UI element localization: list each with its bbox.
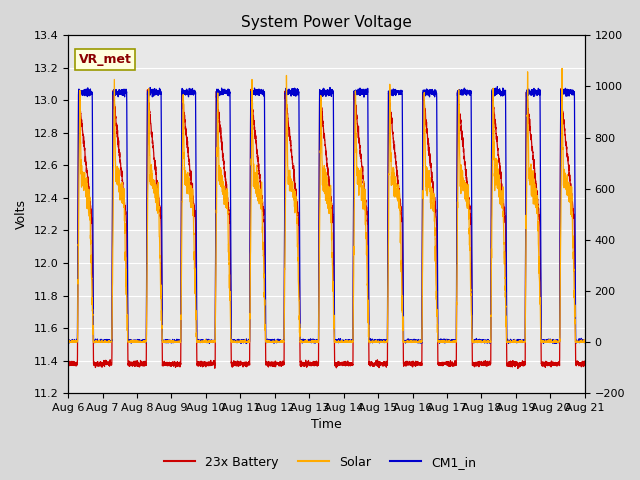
Title: System Power Voltage: System Power Voltage bbox=[241, 15, 412, 30]
X-axis label: Time: Time bbox=[311, 419, 342, 432]
Text: VR_met: VR_met bbox=[79, 53, 131, 66]
Legend: 23x Battery, Solar, CM1_in: 23x Battery, Solar, CM1_in bbox=[159, 451, 481, 474]
Y-axis label: Volts: Volts bbox=[15, 199, 28, 229]
